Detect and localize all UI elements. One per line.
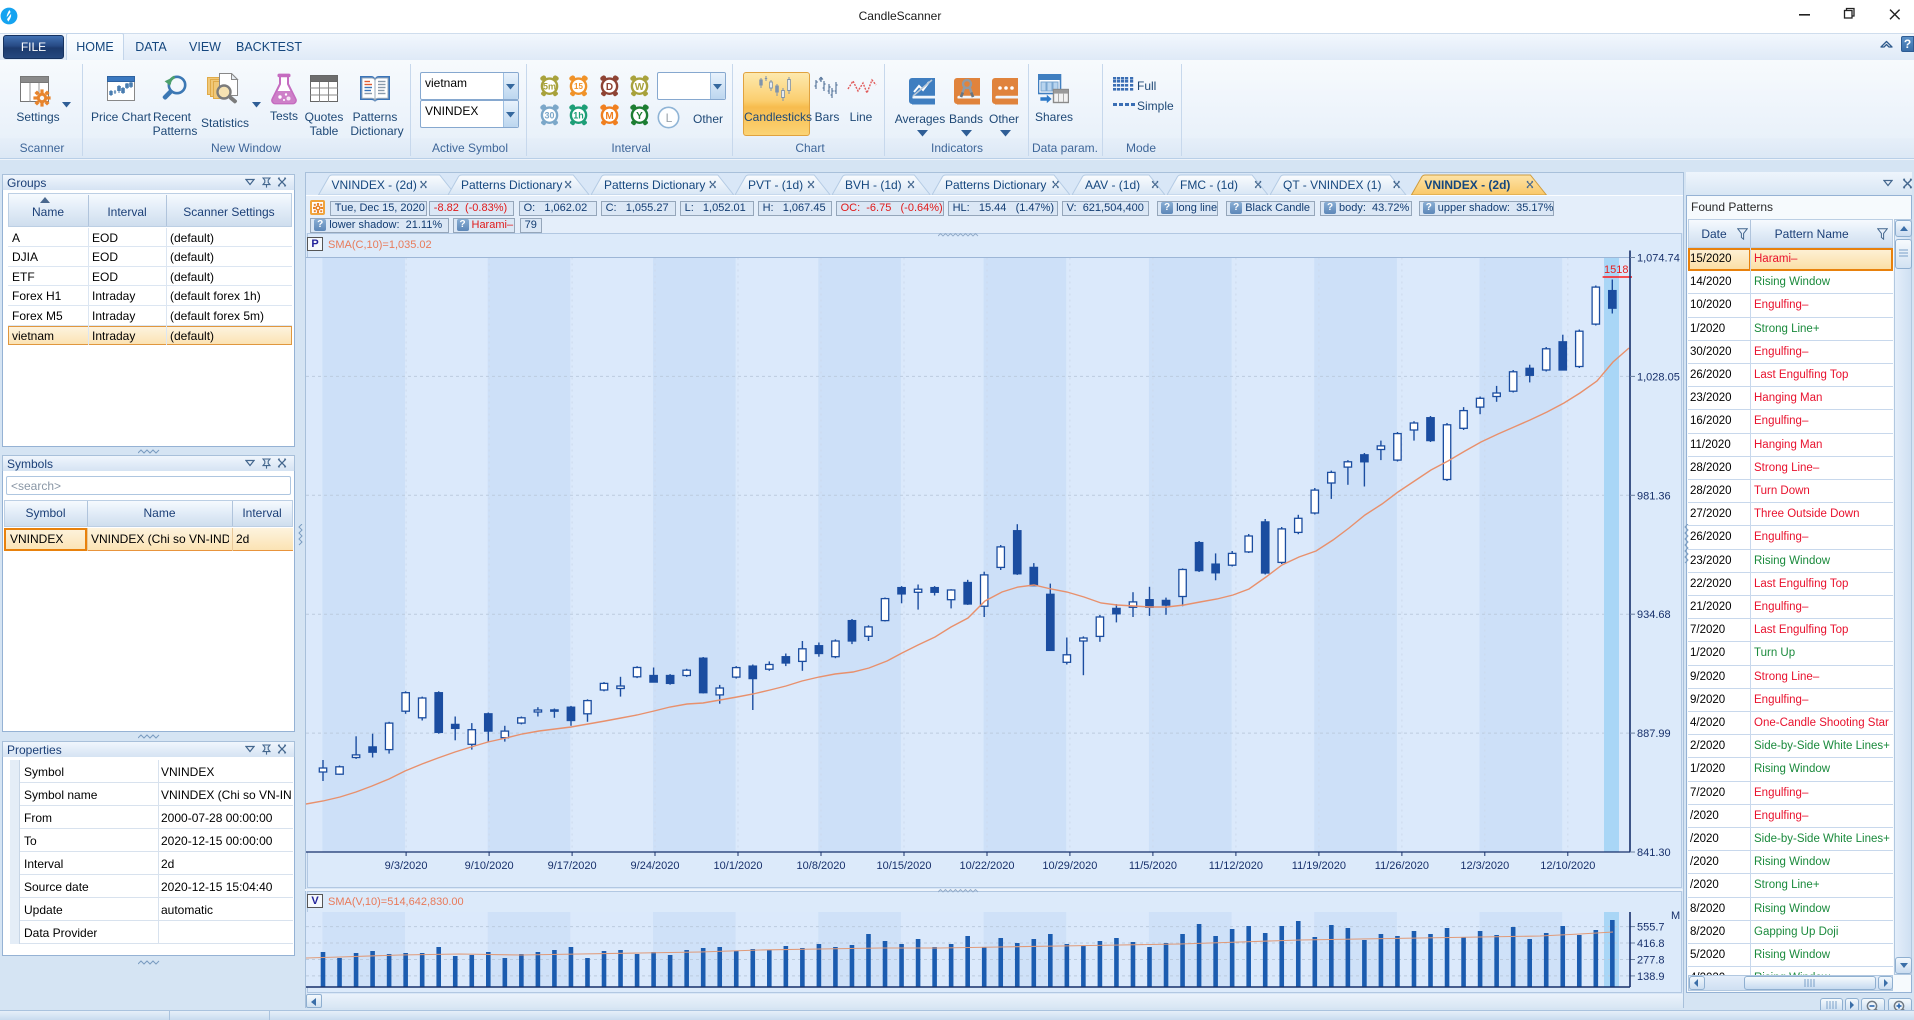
svg-text:10/22/2020: 10/22/2020: [959, 860, 1014, 872]
svg-text:138.9: 138.9: [1637, 971, 1665, 983]
svg-text:10/1/2020: 10/1/2020: [714, 860, 763, 872]
svg-text:934.68: 934.68: [1637, 609, 1671, 621]
svg-text:FMC - (1d): FMC - (1d): [1180, 178, 1238, 192]
svg-text:Patterns Dictionary: Patterns Dictionary: [945, 178, 1046, 192]
svg-text:M: M: [1671, 910, 1680, 922]
svg-text:1518: 1518: [1604, 264, 1628, 276]
svg-text:277.8: 277.8: [1637, 955, 1665, 967]
svg-text:D: D: [605, 82, 612, 93]
svg-text:9/17/2020: 9/17/2020: [548, 860, 597, 872]
svg-text:15: 15: [574, 83, 583, 92]
svg-text:9/3/2020: 9/3/2020: [385, 860, 428, 872]
svg-text:W: W: [635, 82, 645, 93]
svg-text:M: M: [605, 111, 613, 122]
svg-text:PVT - (1d): PVT - (1d): [748, 178, 803, 192]
svg-text:11/19/2020: 11/19/2020: [1292, 860, 1346, 872]
svg-text:9/10/2020: 9/10/2020: [465, 860, 514, 872]
svg-text:11/5/2020: 11/5/2020: [1129, 860, 1177, 872]
svg-text:L: L: [666, 111, 673, 125]
svg-text:10/8/2020: 10/8/2020: [797, 860, 846, 872]
svg-text:5m: 5m: [543, 82, 556, 92]
svg-text:Y: Y: [636, 111, 643, 122]
svg-text:10/29/2020: 10/29/2020: [1042, 860, 1097, 872]
svg-text:887.99: 887.99: [1637, 728, 1671, 740]
svg-text:1,074.74: 1,074.74: [1637, 253, 1680, 265]
svg-text:841.30: 841.30: [1637, 847, 1671, 859]
svg-text:11/12/2020: 11/12/2020: [1209, 860, 1263, 872]
svg-text:Patterns Dictionary: Patterns Dictionary: [604, 178, 705, 192]
svg-text:12/10/2020: 12/10/2020: [1540, 860, 1595, 872]
svg-text:VNINDEX - (2d): VNINDEX - (2d): [332, 178, 417, 192]
svg-text:VNINDEX - (2d): VNINDEX - (2d): [1424, 178, 1510, 192]
svg-text:12/3/2020: 12/3/2020: [1460, 860, 1509, 872]
svg-text:1,028.05: 1,028.05: [1637, 371, 1680, 383]
svg-text:QT - VNINDEX (1): QT - VNINDEX (1): [1283, 178, 1381, 192]
svg-text:555.7: 555.7: [1637, 922, 1665, 934]
svg-text:416.8: 416.8: [1637, 938, 1665, 950]
svg-text:Patterns Dictionary: Patterns Dictionary: [461, 178, 562, 192]
svg-text:30: 30: [544, 110, 554, 120]
svg-text:9/24/2020: 9/24/2020: [631, 860, 680, 872]
svg-text:1h: 1h: [574, 110, 585, 120]
svg-text:11/26/2020: 11/26/2020: [1375, 860, 1429, 872]
svg-text:AAV - (1d): AAV - (1d): [1085, 178, 1140, 192]
svg-text:BVH - (1d): BVH - (1d): [845, 178, 902, 192]
svg-text:981.36: 981.36: [1637, 490, 1671, 502]
svg-text:10/15/2020: 10/15/2020: [876, 860, 931, 872]
